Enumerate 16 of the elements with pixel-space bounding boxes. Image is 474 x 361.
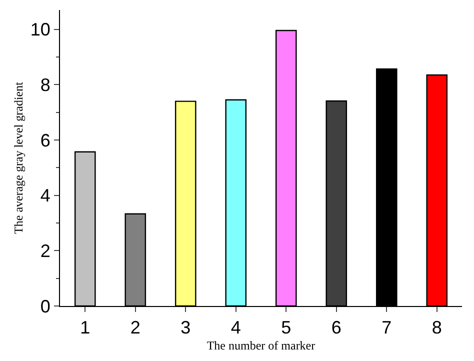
x-tick-label: 6: [331, 318, 342, 338]
y-tick-label: 6: [40, 130, 50, 150]
y-axis-title: The average gray level gradient: [12, 81, 26, 234]
y-tick-label: 10: [30, 20, 50, 40]
x-tick-label: 7: [382, 318, 392, 338]
x-tick-label: 2: [130, 318, 140, 338]
y-tick-label: 0: [40, 296, 50, 316]
x-tick-label: 8: [432, 318, 442, 338]
y-tick-label: 2: [40, 240, 50, 261]
x-tick-label: 1: [80, 318, 90, 338]
x-tick-label: 4: [230, 318, 241, 338]
y-tick-label: 8: [40, 74, 50, 95]
x-tick-label: 3: [180, 318, 191, 338]
x-axis-title: The number of marker: [206, 338, 316, 352]
y-tick-label: 4: [40, 186, 50, 206]
x-tick-label: 5: [281, 318, 292, 338]
